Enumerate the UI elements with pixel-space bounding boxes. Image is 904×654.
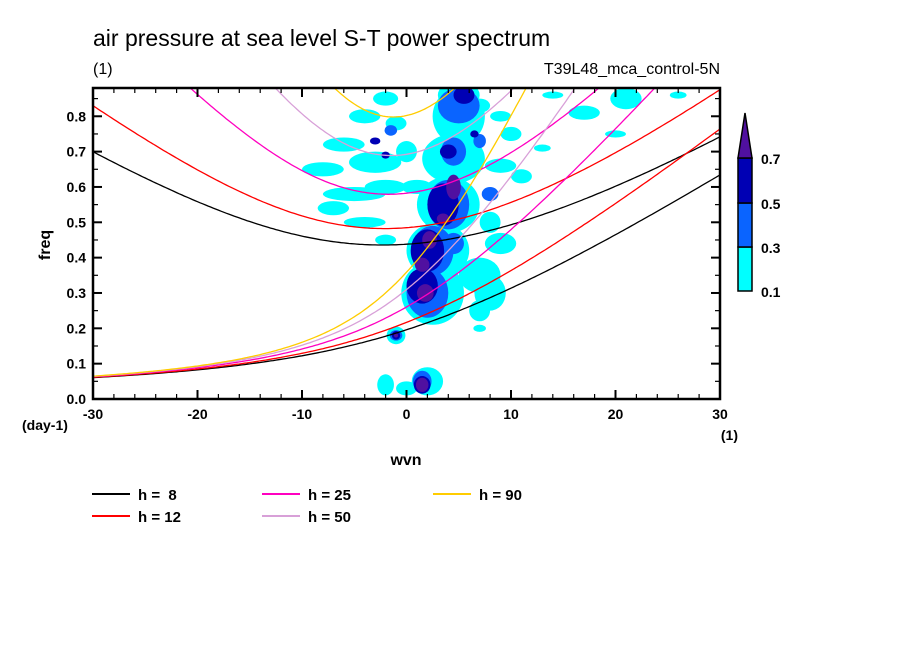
shaded-region-60 [470,130,479,138]
axis-ticks: -30 -20 -10 0 10 20 30 0.0 0.1 0.2 0.3 0.4 0.5 0.6 0.7… [67,88,728,422]
shaded-region-28 [484,158,517,173]
shaded-region-67 [393,333,399,338]
shaded-region-62 [416,284,434,302]
y-tick-label: 0.7 [67,144,87,160]
shaded-region-31 [479,211,501,233]
y-unit-label: (day-1) [22,417,68,433]
colorbar-label: 0.1 [761,284,781,300]
x-tick-label: -30 [83,406,103,422]
colorbar-label: 0.7 [761,151,781,167]
chart-subtitle-right: T39L48_mca_control-5N [544,61,720,78]
shaded-region-22 [373,91,399,106]
x-tick-label: -10 [292,406,312,422]
colorbar: 0.1 0.3 0.5 0.7 [737,112,781,300]
shaded-region-54 [439,144,457,159]
shaded-regions [302,88,687,396]
shaded-region-34 [473,324,486,332]
curve-lower-0 [93,174,720,379]
shaded-region-18 [343,216,386,228]
y-tick-label: 0.8 [67,108,87,124]
plot-frame [91,86,722,401]
chart-subtitle-left: (1) [93,61,113,78]
shaded-region-30 [533,144,551,152]
x-unit-label: (1) [721,427,738,443]
y-tick-label: 0.0 [67,391,87,407]
shaded-region-25 [490,110,511,122]
shaded-region-48 [473,133,486,149]
shaded-region-19 [317,201,350,216]
shaded-region-0 [396,381,417,396]
x-tick-label: 30 [712,406,728,422]
shaded-region-27 [511,169,532,184]
shaded-region-49 [481,186,499,202]
shaded-region-33 [375,234,397,246]
shaded-region-15 [302,162,344,177]
x-tick-label: 0 [403,406,411,422]
curve-upper-4 [333,88,456,118]
shaded-region-64 [422,231,437,249]
shaded-region-17 [322,186,386,202]
curve-lower-1 [93,128,720,378]
shaded-region-32 [484,232,517,255]
y-tick-label: 0.4 [67,250,87,266]
shaded-region-61 [415,377,429,392]
shaded-region-36 [610,88,642,110]
shaded-region-2 [377,374,394,396]
colorbar-segment [737,246,753,292]
shaded-region-29 [542,91,564,99]
shaded-region-11 [469,300,491,322]
x-tick-label: 10 [503,406,519,422]
legend: h = 8 h = 12 h = 25 h = 50 h = 90 [92,487,522,526]
colorbar-extend-triangle [737,112,753,159]
shaded-region-13 [349,109,381,124]
shaded-region-58 [369,137,381,145]
shaded-region-37 [605,130,626,138]
shaded-region-50 [443,232,464,255]
y-tick-label: 0.6 [67,179,87,195]
shaded-region-26 [500,126,522,142]
curve-upper-3 [274,88,515,157]
legend-label: h = 25 [308,487,351,504]
legend-label: h = 12 [138,509,181,526]
curve-lower-4 [93,88,527,377]
colorbar-label: 0.3 [761,240,781,256]
colorbar-segment [737,202,753,248]
legend-label: h = 8 [138,487,177,504]
x-axis-label: wvn [389,452,421,469]
y-tick-label: 0.2 [67,320,87,336]
colorbar-segment [737,157,753,204]
shaded-region-14 [349,151,402,173]
y-axis-label: freq [37,230,54,260]
x-tick-label: 20 [608,406,624,422]
dispersion-curves [93,88,720,379]
legend-label: h = 50 [308,509,351,526]
curve-lower-2 [93,88,656,378]
y-tick-label: 0.3 [67,285,87,301]
legend-label: h = 90 [479,487,522,504]
shaded-region-38 [669,91,687,99]
curve-upper-0 [93,136,720,246]
y-tick-label: 0.1 [67,356,87,372]
curve-upper-1 [93,89,720,230]
chart-title: air pressure at sea level S-T power spec… [93,25,550,51]
shaded-region-63 [414,257,430,272]
shaded-region-20 [396,141,417,163]
shaded-region-47 [384,125,398,136]
shaded-region-66 [446,174,461,200]
shaded-region-35 [568,105,600,120]
y-tick-label: 0.5 [67,214,87,230]
colorbar-label: 0.5 [761,196,781,212]
x-tick-label: -20 [187,406,207,422]
